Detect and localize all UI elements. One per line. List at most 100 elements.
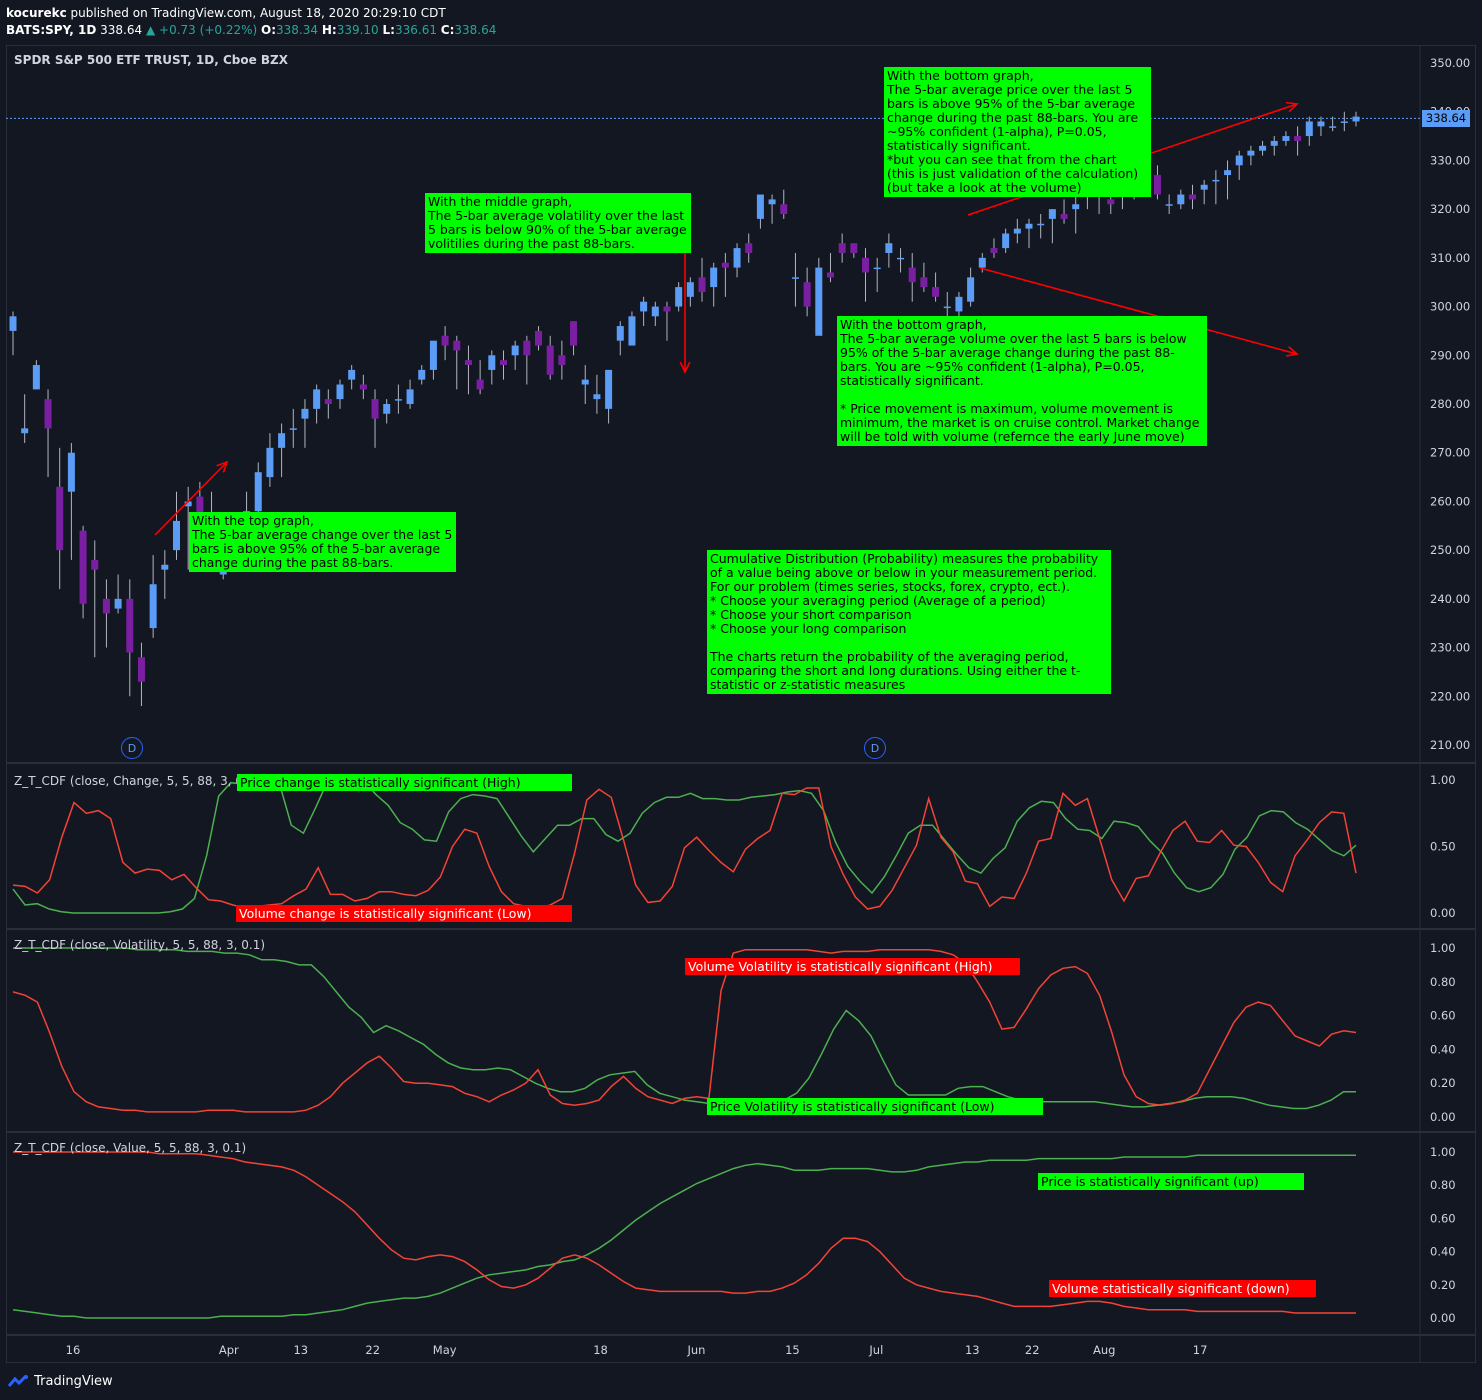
note-bottom-graph-volume[interactable]: With the bottom graph, The 5-bar average… — [837, 316, 1207, 446]
arrow-up-left-head — [216, 460, 229, 473]
note-cdf-explanation[interactable]: Cumulative Distribution (Probability) me… — [707, 550, 1111, 694]
time-axis-tick-label: Aug — [1093, 1343, 1115, 1357]
indicator-axis-tick-label: 0.40 — [1430, 1245, 1456, 1259]
candle-body — [278, 433, 286, 448]
indicator-axis-tick-label: 0.80 — [1430, 975, 1456, 989]
candle-body — [266, 447, 274, 478]
time-axis-pane[interactable] — [6, 1335, 1476, 1363]
note-top-graph[interactable]: With the top graph, The 5-bar average ch… — [189, 512, 456, 572]
current-price-tag: 338.64 — [1422, 110, 1470, 127]
price-axis-tick-label: 310.00 — [1430, 251, 1470, 265]
last-price: 338.64 — [100, 23, 143, 37]
symbol-label: BATS:SPY, 1D — [6, 23, 97, 37]
label-volume-change-low[interactable]: Volume change is statistically significa… — [236, 905, 572, 922]
candle-body — [289, 428, 297, 430]
price-axis-tick-label: 320.00 — [1430, 202, 1470, 216]
time-axis-tick-label: Apr — [219, 1343, 239, 1357]
time-axis-tick-label: 22 — [365, 1343, 380, 1357]
candle-body — [102, 598, 110, 614]
label-price-up[interactable]: Price is statistically significant (up) — [1038, 1173, 1304, 1190]
candle-body — [768, 199, 776, 205]
ohlc-line: BATS:SPY, 1D 338.64 ▲ +0.73 (+0.22%) O:3… — [6, 23, 496, 37]
candle-body — [826, 272, 834, 278]
candle-body — [1177, 194, 1185, 205]
candle-body — [1013, 228, 1021, 234]
candle-body — [1305, 121, 1313, 137]
indicator-axis-tick-label: 1.00 — [1430, 941, 1456, 955]
indicator-axis-tick-label: 1.00 — [1430, 773, 1456, 787]
price-axis-tick-label: 350.00 — [1430, 56, 1470, 70]
candle-body — [546, 345, 554, 375]
price-axis-tick-label: 290.00 — [1430, 348, 1470, 362]
footer: TradingView — [7, 1374, 113, 1389]
candle-body — [1048, 209, 1056, 219]
price-axis-tick-label: 250.00 — [1430, 543, 1470, 557]
low-label: L: — [382, 23, 395, 37]
candle-body — [523, 340, 531, 356]
candle-body — [967, 277, 975, 302]
arrow-down-right — [979, 267, 1298, 355]
volatility-pane[interactable] — [6, 929, 1476, 1132]
indicator-axis-tick-label: 0.20 — [1430, 1278, 1456, 1292]
value-pane[interactable] — [6, 1132, 1476, 1335]
time-axis-tick-label: 15 — [785, 1343, 800, 1357]
label-volume-volatility-high[interactable]: Volume Volatility is statistically signi… — [685, 958, 1020, 975]
candle-body — [733, 248, 741, 268]
candle-body — [1200, 184, 1208, 190]
candle-body — [429, 340, 437, 370]
candle-body — [640, 301, 648, 312]
indicator-axis-tick-label: 0.00 — [1430, 1311, 1456, 1325]
candle-body — [1340, 121, 1348, 123]
label-price-volatility-low[interactable]: Price Volatility is statistically signif… — [707, 1098, 1043, 1115]
candle-body — [406, 389, 414, 404]
label-volume-down[interactable]: Volume statistically significant (down) — [1049, 1280, 1316, 1297]
note-bottom-graph-price[interactable]: With the bottom graph, The 5-bar average… — [884, 67, 1151, 197]
candle-body — [1189, 194, 1197, 200]
note-middle-graph[interactable]: With the middle graph, The 5-bar average… — [425, 193, 691, 253]
candle-body — [149, 584, 157, 629]
candle-body — [1235, 155, 1243, 166]
publish-line: kocurekc published on TradingView.com, A… — [6, 6, 446, 20]
time-axis-tick-label: Jul — [868, 1343, 883, 1357]
change-pane-title: Z_T_CDF (close, Change, 5, 5, 88, 3, 0.1… — [14, 774, 260, 788]
candle-body — [920, 277, 928, 288]
publish-info: published on TradingView.com, August 18,… — [70, 6, 446, 20]
candle-body — [605, 369, 613, 409]
candle-body — [301, 408, 309, 419]
candle-body — [1352, 116, 1360, 122]
price-pane[interactable] — [6, 45, 1476, 763]
candle-body — [371, 399, 379, 419]
change-pane[interactable] — [6, 763, 1476, 929]
candle-body — [499, 360, 507, 366]
candle-body — [1224, 170, 1232, 176]
candle-body — [184, 501, 192, 507]
candle-body — [324, 399, 332, 404]
dividend-badge[interactable]: D — [121, 737, 143, 759]
price-axis-tick-label: 280.00 — [1430, 397, 1470, 411]
candle-body — [359, 384, 367, 390]
indicator-axis-tick-label: 0.80 — [1430, 1178, 1456, 1192]
candle-body — [1153, 175, 1161, 195]
arrow-down-right-head — [1286, 346, 1299, 357]
volatility-pane-title: Z_T_CDF (close, Volatility, 5, 5, 88, 3,… — [14, 938, 266, 952]
candle-body — [581, 379, 589, 385]
candle-body — [126, 598, 134, 653]
price-cdf-line — [12, 1154, 1356, 1319]
candle-body — [32, 365, 40, 390]
candle-body — [254, 472, 262, 512]
candle-body — [219, 569, 227, 575]
candle-body — [394, 399, 402, 401]
candle-body — [313, 389, 321, 409]
candle-body — [44, 399, 52, 429]
candle-body — [196, 496, 204, 517]
author-name[interactable]: kocurekc — [6, 6, 67, 20]
candle-body — [535, 330, 543, 346]
candle-body — [1072, 204, 1080, 210]
label-price-change-high[interactable]: Price change is statistically significan… — [237, 774, 572, 791]
change-up-icon: ▲ — [145, 23, 156, 37]
dividend-badge[interactable]: D — [864, 737, 886, 759]
footer-brand[interactable]: TradingView — [34, 1374, 113, 1389]
candle-body — [114, 598, 122, 609]
candle-body — [1060, 214, 1068, 219]
